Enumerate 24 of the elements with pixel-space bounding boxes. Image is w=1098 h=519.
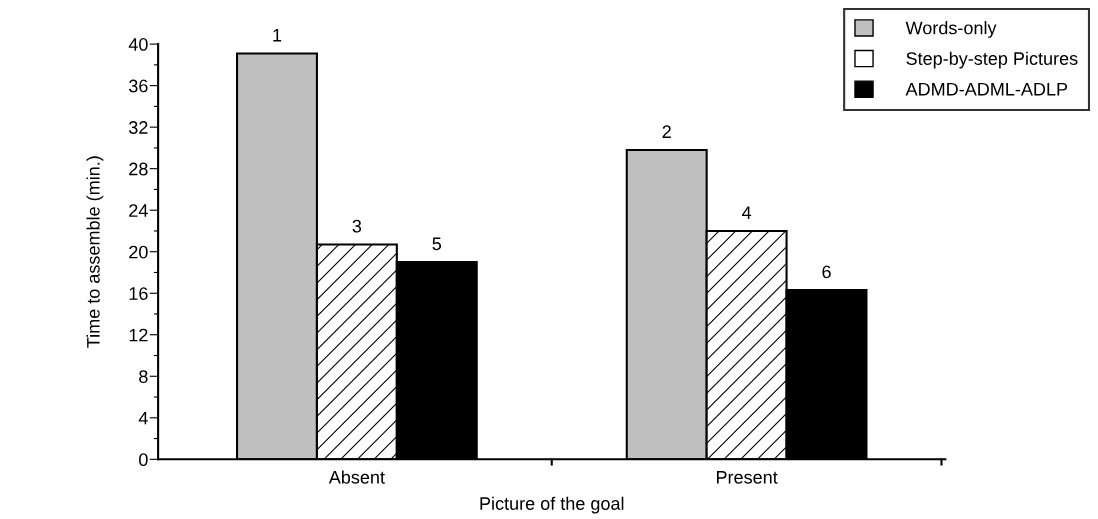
annotation: 2 xyxy=(662,125,671,138)
annotation: 6 xyxy=(822,265,831,279)
y-tick-label: 32 xyxy=(129,121,148,134)
y-axis-title: Time to assemble (min.) xyxy=(86,156,104,348)
y-tick-label: 12 xyxy=(129,328,148,342)
legend-label: Words-only xyxy=(905,21,997,38)
y-tick-label: 0 xyxy=(139,453,148,467)
y-tick-label: 28 xyxy=(129,162,148,176)
legend-label: Step-by-step Pictures xyxy=(906,51,1078,69)
x-tick-label: Absent xyxy=(328,470,385,484)
y-tick-label: 24 xyxy=(129,204,148,217)
y-tick-label: 36 xyxy=(129,79,148,93)
annotation: 3 xyxy=(352,219,362,233)
x-tick-label: Present xyxy=(716,471,778,484)
annotation: 4 xyxy=(742,206,752,219)
x-axis-title: Picture of the goal xyxy=(480,496,624,514)
y-tick-label: 16 xyxy=(129,287,148,300)
y-tick-label: 20 xyxy=(129,245,148,259)
y-tick-label: 40 xyxy=(128,38,148,51)
text: 1 xyxy=(273,28,282,42)
y-tick-label: 8 xyxy=(139,370,148,383)
legend-label: ADMD-ADML-ADLP xyxy=(905,83,1068,96)
y-tick-label: 4 xyxy=(138,411,148,425)
annotation: 5 xyxy=(432,237,442,251)
